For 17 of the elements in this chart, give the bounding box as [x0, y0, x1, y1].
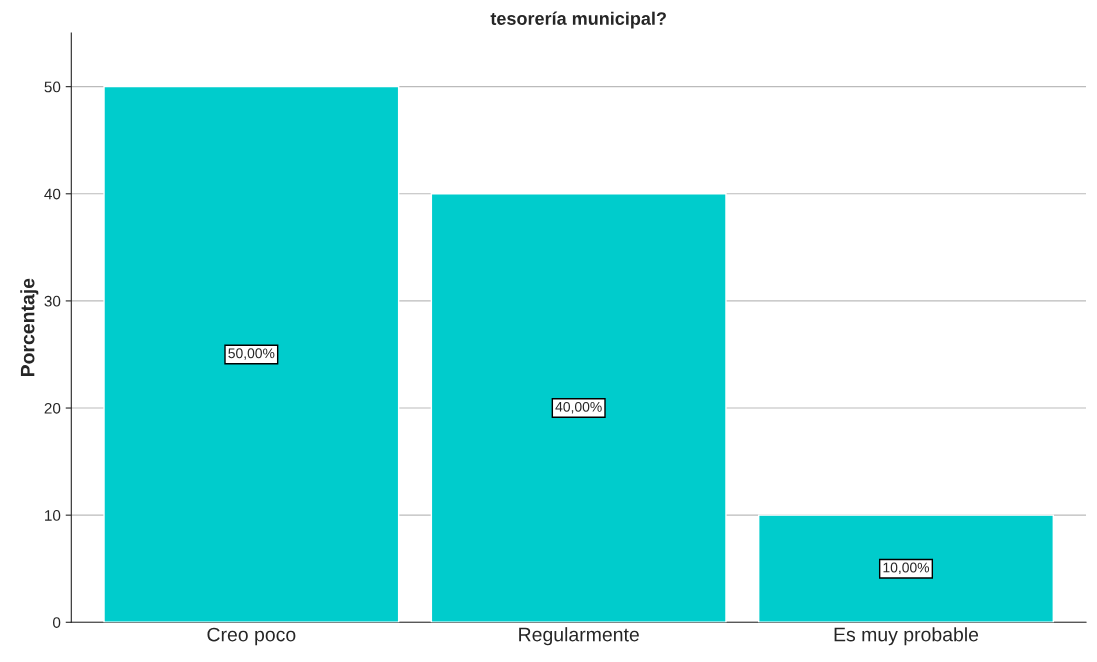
y-tick-label: 20 [44, 402, 61, 414]
y-tick-label: 0 [52, 617, 61, 628]
y-tick-label: 50 [44, 81, 61, 93]
data-label: 40,00% [555, 401, 602, 414]
chart-title: tesorería municipal? [490, 11, 666, 29]
y-tick-label: 40 [44, 188, 61, 200]
y-tick-label: 10 [45, 510, 61, 521]
x-tick-label: Regularmente [519, 627, 639, 646]
y-axis-title: Porcentaje [20, 278, 39, 377]
bar [103, 85, 400, 623]
data-label: 10,00% [883, 562, 930, 575]
x-tick-label: Es muy probable [834, 627, 979, 646]
data-label: 50,00% [228, 348, 275, 360]
bar [758, 514, 1054, 623]
bar [430, 193, 727, 623]
y-tick-label: 30 [44, 295, 61, 307]
x-tick-label: Creo poco [207, 627, 296, 646]
